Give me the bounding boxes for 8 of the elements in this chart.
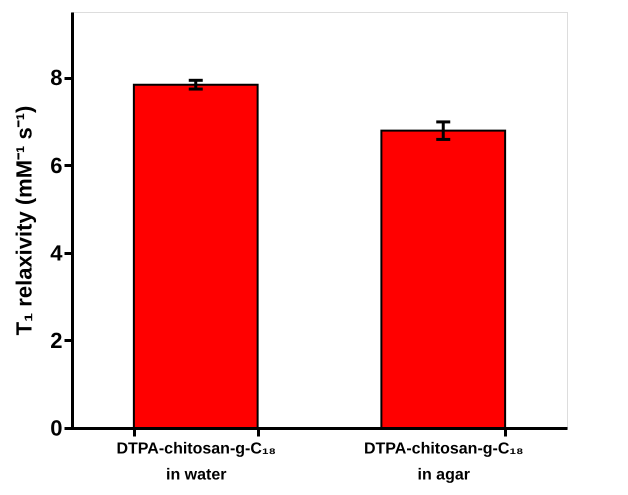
x-tick-label: DTPA-chitosan-g-C₁₈ in water <box>116 440 276 484</box>
y-tick-label: 0 <box>50 416 62 440</box>
x-tick-label: DTPA-chitosan-g-C₁₈ in agar <box>364 440 524 484</box>
y-tick-label: 8 <box>50 65 62 90</box>
y-tick-label: 2 <box>50 328 62 353</box>
y-axis-title: T₁ relaxivity (mM⁻¹ s⁻¹) <box>11 106 36 336</box>
y-tick-label: 6 <box>50 152 62 178</box>
y-tick-label: 4 <box>50 240 64 266</box>
